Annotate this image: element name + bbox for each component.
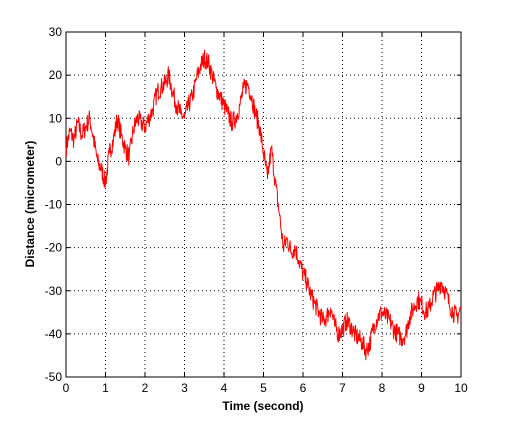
- grid-lines: [66, 32, 461, 377]
- y-axis-title: Distance (micrometer): [23, 141, 37, 268]
- x-tick-label: 6: [300, 381, 307, 395]
- x-tick-label: 10: [454, 381, 468, 395]
- x-tick-label: 8: [379, 381, 386, 395]
- y-tick-label: -40: [45, 327, 63, 341]
- x-tick-label: 2: [142, 381, 149, 395]
- x-axis-title: Time (second): [222, 399, 303, 413]
- y-tick-label: 20: [49, 68, 63, 82]
- series-layer: [65, 49, 462, 361]
- y-tick-label: -30: [45, 284, 63, 298]
- x-tick-label: 3: [181, 381, 188, 395]
- x-tick-label: 0: [63, 381, 70, 395]
- x-tick-label: 4: [221, 381, 228, 395]
- series-line-0: [65, 49, 462, 361]
- tick-marks: [65, 31, 462, 378]
- y-tick-label: -50: [45, 370, 63, 384]
- x-tick-label: 9: [418, 381, 425, 395]
- x-tick-labels: 0 1 2 3 4 5 6 7 8 9 10: [63, 381, 468, 395]
- y-tick-label: 10: [49, 111, 63, 125]
- y-tick-label: -10: [45, 198, 63, 212]
- y-tick-label: 0: [55, 154, 62, 168]
- y-tick-labels: -50 -40 -30 -20 -10 0 10 20 30: [45, 25, 63, 384]
- x-tick-label: 5: [260, 381, 267, 395]
- x-tick-label: 1: [102, 381, 109, 395]
- y-tick-label: -20: [45, 241, 63, 255]
- x-tick-label: 7: [339, 381, 346, 395]
- y-tick-label: 30: [49, 25, 63, 39]
